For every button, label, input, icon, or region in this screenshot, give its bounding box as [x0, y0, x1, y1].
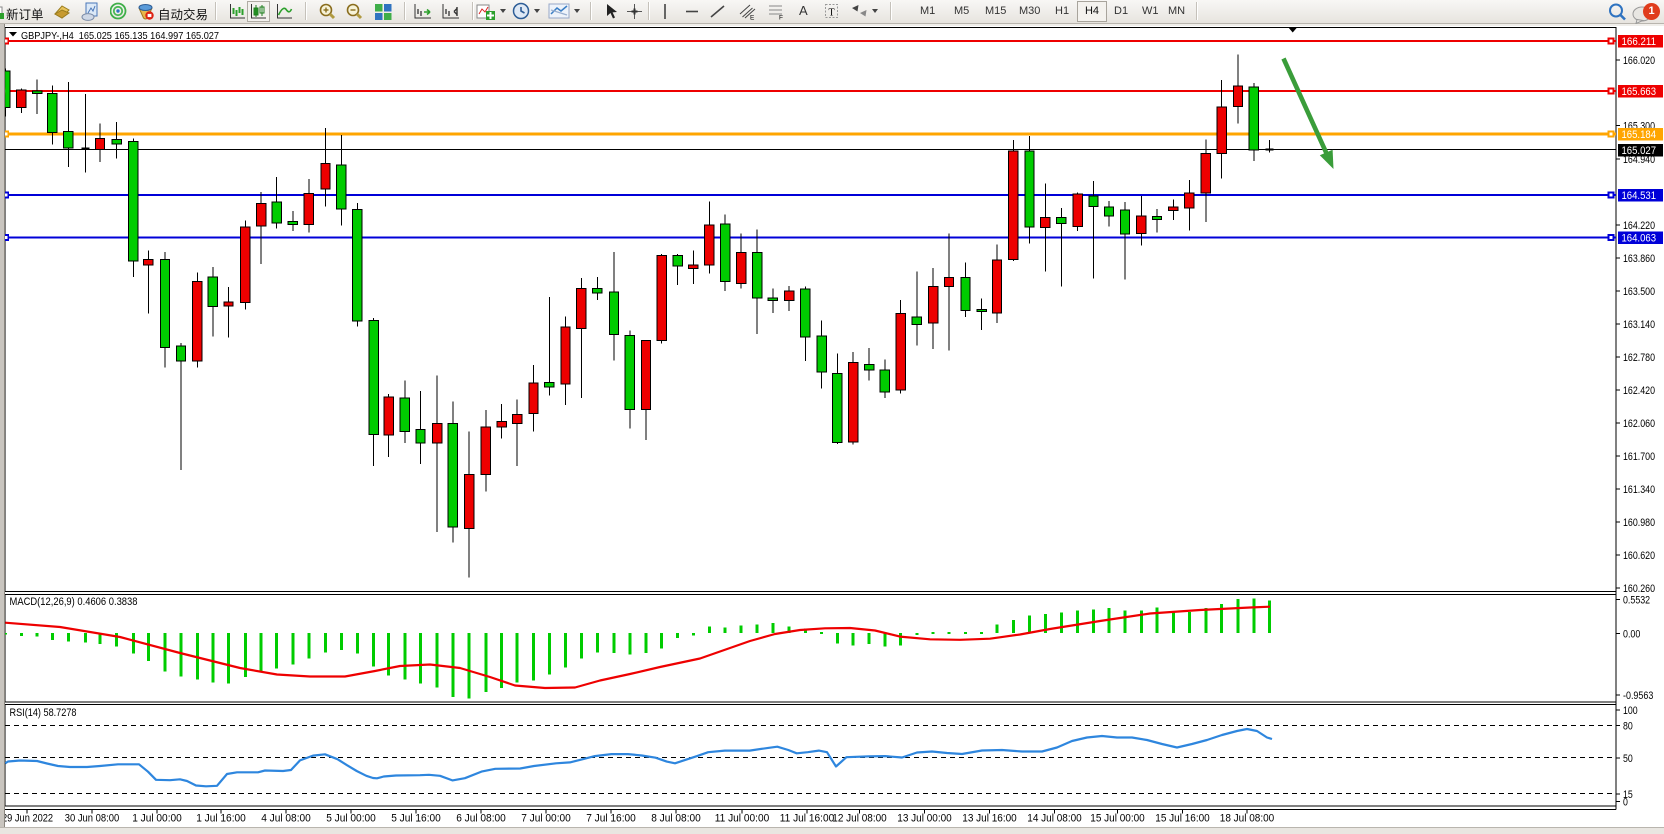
- svg-text:30 Jun 08:00: 30 Jun 08:00: [65, 813, 120, 825]
- svg-text:100: 100: [1623, 705, 1638, 717]
- svg-text:165.663: 165.663: [1622, 86, 1657, 98]
- svg-text:7 Jul 00:00: 7 Jul 00:00: [521, 813, 571, 825]
- svg-text:161.700: 161.700: [1623, 451, 1655, 463]
- svg-text:13 Jul 16:00: 13 Jul 16:00: [962, 813, 1017, 825]
- svg-text:4 Jul 08:00: 4 Jul 08:00: [261, 813, 311, 825]
- svg-text:163.140: 163.140: [1623, 319, 1655, 331]
- svg-text:164.220: 164.220: [1623, 220, 1655, 232]
- svg-text:165.027: 165.027: [1622, 145, 1657, 157]
- svg-text:0.5532: 0.5532: [1623, 594, 1650, 606]
- svg-text:166.020: 166.020: [1623, 55, 1655, 67]
- svg-text:160.620: 160.620: [1623, 550, 1655, 562]
- svg-text:165.184: 165.184: [1622, 129, 1657, 141]
- svg-text:160.260: 160.260: [1623, 583, 1655, 595]
- svg-text:14 Jul 08:00: 14 Jul 08:00: [1027, 813, 1082, 825]
- svg-text:163.860: 163.860: [1623, 253, 1655, 265]
- svg-text:-0.9563: -0.9563: [1623, 690, 1653, 702]
- svg-text:5 Jul 16:00: 5 Jul 16:00: [391, 813, 441, 825]
- svg-text:161.340: 161.340: [1623, 484, 1655, 496]
- svg-text:15 Jul 00:00: 15 Jul 00:00: [1090, 813, 1145, 825]
- svg-text:11 Jul 16:00: 11 Jul 16:00: [780, 813, 835, 825]
- svg-text:164.940: 164.940: [1623, 154, 1655, 166]
- svg-text:7 Jul 16:00: 7 Jul 16:00: [586, 813, 636, 825]
- svg-text:1 Jul 16:00: 1 Jul 16:00: [196, 813, 246, 825]
- svg-text:F: F: [779, 15, 783, 21]
- svg-text:15: 15: [1623, 789, 1633, 801]
- svg-text:18 Jul 08:00: 18 Jul 08:00: [1220, 813, 1275, 825]
- svg-text:13 Jul 00:00: 13 Jul 00:00: [897, 813, 952, 825]
- svg-text:0: 0: [1623, 796, 1628, 808]
- svg-text:E: E: [750, 15, 755, 21]
- svg-text:160.980: 160.980: [1623, 517, 1655, 529]
- svg-text:164.531: 164.531: [1622, 190, 1657, 202]
- svg-text:50: 50: [1623, 753, 1633, 765]
- svg-text:1 Jul 00:00: 1 Jul 00:00: [132, 813, 182, 825]
- svg-text:162.060: 162.060: [1623, 418, 1655, 430]
- svg-text:162.420: 162.420: [1623, 385, 1655, 397]
- svg-text:11 Jul 00:00: 11 Jul 00:00: [715, 813, 770, 825]
- svg-text:RSI(14) 58.7278: RSI(14) 58.7278: [10, 707, 77, 719]
- svg-text:80: 80: [1623, 721, 1633, 733]
- svg-text:GBPJPY-,H4 165.025 165.135 16: GBPJPY-,H4 165.025 165.135 164.997 165.0…: [21, 31, 219, 42]
- svg-text:T: T: [829, 8, 835, 19]
- svg-text:8 Jul 08:00: 8 Jul 08:00: [651, 813, 701, 825]
- svg-text:166.211: 166.211: [1622, 36, 1657, 48]
- svg-text:29 Jun 2022: 29 Jun 2022: [2, 813, 53, 825]
- svg-text:163.500: 163.500: [1623, 286, 1655, 298]
- svg-text:MACD(12,26,9) 0.4606 0.3838: MACD(12,26,9) 0.4606 0.3838: [10, 596, 138, 608]
- svg-text:162.780: 162.780: [1623, 352, 1655, 364]
- svg-text:164.063: 164.063: [1622, 233, 1657, 245]
- svg-text:12 Jul 08:00: 12 Jul 08:00: [832, 813, 887, 825]
- svg-text:6 Jul 08:00: 6 Jul 08:00: [456, 813, 506, 825]
- svg-text:0.00: 0.00: [1623, 628, 1640, 640]
- svg-text:15 Jul 16:00: 15 Jul 16:00: [1155, 813, 1210, 825]
- svg-text:5 Jul 00:00: 5 Jul 00:00: [326, 813, 376, 825]
